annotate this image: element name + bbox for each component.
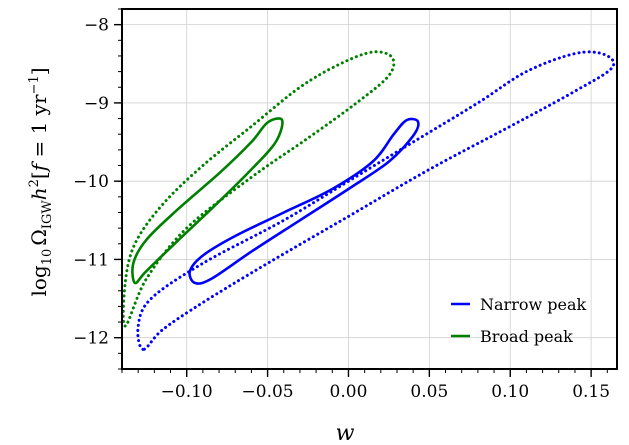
legend-label-narrow: Narrow peak — [480, 295, 587, 314]
narrow-peak-solid-contour — [188, 117, 420, 285]
major-ticks: −0.10 −0.05 0.00 0.05 0.10 0.15 −12 −11 −10 −9 −8 — [73, 16, 610, 402]
y-tick-label: −12 — [73, 329, 109, 349]
ylabel-eq: = 1 yr — [27, 94, 51, 164]
ylabel-bracket-open: [ — [27, 171, 51, 179]
legend: Narrow peak Broad peak — [451, 295, 587, 346]
x-tick-label: −0.05 — [242, 382, 294, 402]
y-tick-label: −9 — [84, 94, 109, 114]
x-tick-label: 0.15 — [572, 382, 610, 402]
legend-label-broad: Broad peak — [480, 327, 573, 346]
plot-frame — [121, 8, 618, 370]
ylabel-omega: Ω — [27, 229, 51, 246]
ylabel-log: log — [27, 265, 51, 296]
x-tick-label: 0.10 — [491, 382, 529, 402]
x-tick-label: 0.05 — [410, 382, 448, 402]
minor-ticks — [118, 8, 608, 373]
grid-lines — [122, 9, 617, 369]
x-tick-label: 0.00 — [330, 382, 368, 402]
broad-peak-solid-contour — [131, 117, 284, 285]
y-tick-label: −8 — [84, 16, 109, 36]
y-tick-label: −10 — [73, 172, 109, 192]
broad-peak-dotted-contour — [121, 50, 396, 328]
ylabel-h: h — [27, 187, 51, 200]
ylabel-omega-sub: IGW — [40, 200, 55, 230]
y-tick-label: −11 — [73, 250, 109, 270]
x-axis-label: w — [336, 421, 355, 445]
x-tick-label: −0.10 — [161, 382, 213, 402]
ylabel-bracket-close: ] — [27, 67, 51, 75]
narrow-peak-dotted-contour — [136, 50, 616, 351]
ylabel-h-sup: 2 — [27, 179, 42, 187]
ylabel-log-sub: 10 — [40, 249, 55, 266]
contours — [121, 50, 616, 351]
ylabel-yr-sup: −1 — [27, 75, 42, 94]
y-axis-label: log10ΩIGWh2[f = 1 yr−1] — [27, 67, 55, 296]
